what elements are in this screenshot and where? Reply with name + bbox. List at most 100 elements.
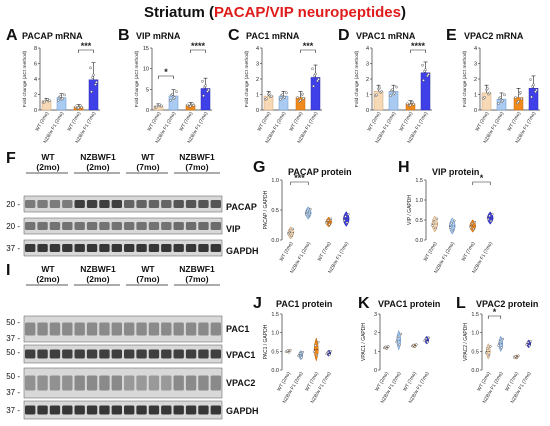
blot-i-label-vpac2: VPAC2 <box>226 378 256 388</box>
mrna-B-point <box>169 98 172 102</box>
blot-f-vip-band <box>161 222 172 230</box>
blot-f-label-vip: VIP <box>226 224 241 234</box>
blot-i-vpac1-band <box>74 349 85 359</box>
blot-f-mw-2: 20 - <box>6 222 20 231</box>
mrna-E-point <box>499 96 502 99</box>
prot-G-point <box>307 214 311 218</box>
mrna-D-point <box>412 102 415 106</box>
blot-f-gapdh-band <box>25 244 36 252</box>
mrna-D-point <box>380 90 383 93</box>
blot-i-vpac2-band <box>25 375 36 391</box>
blot-i-pac1-band <box>74 322 85 336</box>
prot-J-point <box>301 350 305 354</box>
prot-L-point <box>529 340 533 343</box>
prot-H-point <box>434 226 437 230</box>
prot-K-point <box>423 339 426 343</box>
mrna-D-sig-stars: **** <box>411 41 426 51</box>
prot-G-point <box>342 219 346 222</box>
blot-f-vip-band <box>185 222 197 230</box>
mrna-E-point <box>501 99 504 103</box>
panel-a-letter: A <box>6 27 18 44</box>
figure-title-highlight: PACAP/VIP neuropeptides <box>214 4 401 21</box>
mrna-D-point <box>409 103 412 107</box>
blot-i-gapdh-band <box>198 405 209 415</box>
mrna-E-bar <box>481 92 492 111</box>
mrna-A-point <box>43 100 46 104</box>
mrna-C-point <box>314 72 317 76</box>
blot-i-gapdh-band <box>136 405 147 415</box>
mrna-D-point <box>378 86 381 90</box>
blot-i-pac1-band <box>173 322 184 336</box>
prot-L-point <box>515 356 519 360</box>
mrna-A-point <box>77 106 80 110</box>
blot-f-vip-band <box>198 222 209 230</box>
mrna-D-point <box>393 91 396 95</box>
prot-H-point <box>431 224 434 227</box>
blot-i-mw-4: 37 - <box>6 406 20 415</box>
mrna-C-point <box>317 77 320 81</box>
blot-i-group-3-line1: WT <box>141 264 155 274</box>
blot-f-group-2-line1: NZBWF1 <box>80 152 116 162</box>
blot-f-pacap-band <box>136 200 147 208</box>
blot-f-group-3-line1: WT <box>141 152 155 162</box>
blot-f-vip-band <box>136 222 147 230</box>
blot-f-label-gapdh: GAPDH <box>226 246 259 256</box>
blot-f-group-2-line2: (2mo) <box>86 162 110 172</box>
prot-H-point <box>489 219 493 223</box>
mrna-E-point <box>497 102 500 105</box>
prot-H-point <box>435 217 439 221</box>
blot-f-gapdh-band <box>198 244 209 252</box>
mrna-A-point <box>79 104 82 107</box>
mrna-D-point <box>391 88 394 91</box>
panel-g-title: PACAP protein <box>288 167 352 177</box>
blot-i-pac1-band <box>210 322 221 336</box>
blot-f-pacap-band <box>161 200 172 208</box>
prot-K-ytick-label: 0 <box>374 368 377 374</box>
blot-i-pac1-band <box>185 322 197 336</box>
mrna-C-xtick-label: WT (7mo) <box>288 111 304 133</box>
panel-f-letter: F <box>6 150 16 167</box>
prot-H-point <box>473 220 477 224</box>
blot-f-vip-band <box>49 222 61 230</box>
prot-L-point <box>489 345 492 348</box>
panel-j-letter: J <box>253 295 262 312</box>
panel-l-letter: L <box>456 295 466 312</box>
blot-i-gapdh-band <box>49 405 61 415</box>
blot-i-pac1-band <box>49 322 61 336</box>
prot-G-ytick-label: 0.5 <box>271 208 279 214</box>
mrna-B-point <box>158 103 161 107</box>
blot-f-gapdh-band <box>161 244 172 252</box>
blot-f-vip-band <box>124 222 135 230</box>
mrna-E-point <box>503 93 506 97</box>
mrna-B-point <box>189 104 192 108</box>
blot-f-gapdh-band <box>124 244 135 252</box>
mrna-C-point <box>285 91 288 95</box>
mrna-B-point <box>160 104 163 108</box>
blot-f-vip-band <box>148 222 160 230</box>
blot-i-vpac1-band <box>25 349 36 359</box>
mrna-A-ytick-label: 6 <box>34 62 37 68</box>
prot-G-point <box>329 217 333 221</box>
mrna-B-point <box>173 96 176 99</box>
blot-i-vpac2-band <box>173 375 184 391</box>
blot-i-vpac2-band <box>148 375 160 391</box>
mrna-D-ytick-label: 2 <box>366 77 369 83</box>
blot-f-gapdh-band <box>148 244 160 252</box>
blot-i-vpac2-band <box>210 375 221 391</box>
blot-f-group-3: WT (7mo) <box>126 152 170 172</box>
mrna-A-point <box>90 90 93 94</box>
prot-G-ytick-label: 1.0 <box>271 178 279 184</box>
mrna-E-point <box>520 97 523 101</box>
blot-f-vip-band <box>86 222 98 230</box>
prot-K-ytick-label: 3 <box>374 312 377 318</box>
blot-i-vpac2-band <box>111 375 122 391</box>
prot-L-sig-bracket <box>487 315 502 319</box>
prot-K-point <box>413 345 417 348</box>
blot-f-pacap-band <box>49 200 61 208</box>
mrna-C-point <box>279 98 282 101</box>
mrna-D-point <box>406 102 409 106</box>
mrna-B-xtick-label: WT (7mo) <box>178 111 194 133</box>
blot-i-mw-2: 50 - <box>6 348 20 357</box>
prot-J-point <box>289 348 292 352</box>
